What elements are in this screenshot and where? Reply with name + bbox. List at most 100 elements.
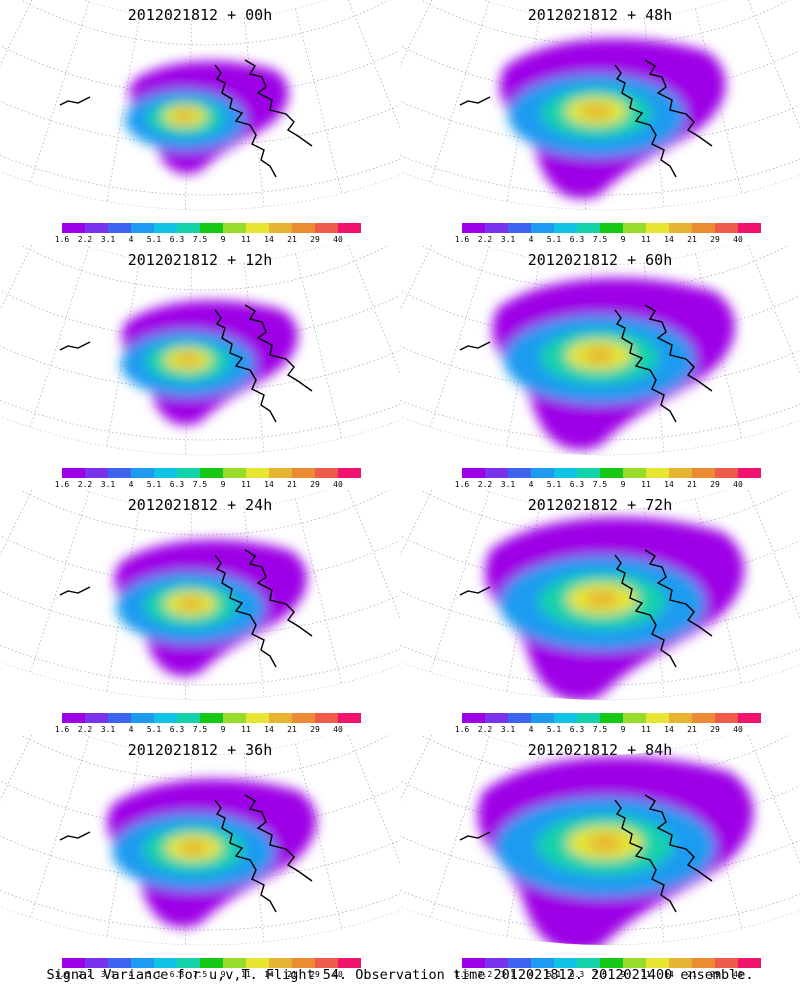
colorbar-swatch [485, 468, 508, 478]
colorbar-label: 2.2 [77, 725, 93, 734]
colorbar-swatch [577, 223, 600, 233]
colorbar-label: 5.1 [146, 235, 162, 244]
colorbar-label: 3.1 [100, 235, 116, 244]
colorbar-label: 9 [620, 235, 626, 244]
colorbar-label: 2.2 [477, 480, 493, 489]
colorbar [62, 223, 361, 233]
colorbar-swatch [200, 223, 223, 233]
colorbar-swatch [600, 223, 623, 233]
colorbar-label: 6.3 [169, 725, 185, 734]
colorbar-label: 40 [333, 725, 343, 734]
colorbar-label: 40 [733, 235, 743, 244]
colorbar-label: 29 [710, 725, 720, 734]
colorbar-label: 9 [620, 480, 626, 489]
forecast-panel: 2012021812 + 24h 1.6 2.2 3.1 4 5.1 6.3 7.5 9 11 14… [0, 490, 400, 735]
colorbar-swatch [315, 713, 338, 723]
colorbar-swatch [600, 468, 623, 478]
colorbar-label: 7.5 [592, 480, 608, 489]
colorbar-label: 5.1 [146, 480, 162, 489]
colorbar-swatch [62, 468, 85, 478]
colorbar-label: 5.1 [546, 235, 562, 244]
colorbar-swatch [85, 713, 108, 723]
forecast-panel: 2012021812 + 60h 1.6 2.2 3.1 4 5.1 6.3 7.5 9 11 14… [400, 245, 800, 490]
variance-field [499, 38, 726, 199]
variance-map [400, 245, 800, 456]
colorbar-swatch [62, 223, 85, 233]
colorbar-label: 11 [241, 970, 251, 979]
colorbar-label: 14 [664, 235, 674, 244]
colorbar-swatch [85, 223, 108, 233]
colorbar-swatch [646, 468, 669, 478]
colorbar-swatch [554, 713, 577, 723]
colorbar-swatch [738, 713, 761, 723]
panel-title: 2012021812 + 24h [127, 496, 273, 514]
variance-field [125, 61, 289, 174]
colorbar-swatch [669, 223, 692, 233]
colorbar-swatch [531, 713, 554, 723]
variance-field [107, 779, 317, 928]
colorbar-label: 6.3 [169, 235, 185, 244]
colorbar-label: 5.1 [546, 970, 562, 979]
colorbar-swatch [508, 223, 531, 233]
variance-map [400, 735, 800, 946]
colorbar-swatch [577, 468, 600, 478]
colorbar-swatch [508, 468, 531, 478]
colorbar-swatch [623, 713, 646, 723]
colorbar-label: 1.6 [54, 235, 70, 244]
colorbar-swatch [177, 713, 200, 723]
colorbar-swatch [62, 958, 85, 968]
variance-field [485, 517, 745, 700]
colorbar-label: 40 [333, 970, 343, 979]
colorbar-swatch [223, 468, 246, 478]
colorbar-swatch [738, 468, 761, 478]
colorbar-label: 2.2 [477, 235, 493, 244]
colorbar-label: 2.2 [477, 970, 493, 979]
colorbar-label: 29 [310, 970, 320, 979]
panel-title: 2012021812 + 84h [527, 741, 673, 759]
colorbar-swatch [269, 958, 292, 968]
colorbar-label: 2.2 [477, 725, 493, 734]
colorbar-label: 11 [241, 235, 251, 244]
colorbar-swatch [715, 468, 738, 478]
variance-map [0, 245, 400, 456]
colorbar-swatch [669, 958, 692, 968]
colorbar-label: 4 [528, 725, 534, 734]
colorbar-swatch [338, 958, 361, 968]
colorbar-swatch [292, 223, 315, 233]
forecast-panel: 2012021812 + 84h 1.6 2.2 3.1 4 5.1 6.3 7.5 9 11 14… [400, 735, 800, 980]
forecast-panel: 2012021812 + 00h 1.6 2.2 3.1 4 5.1 6.3 7.5 9 11 14… [0, 0, 400, 245]
colorbar-label: 5.1 [146, 725, 162, 734]
colorbar-label: 5.1 [546, 725, 562, 734]
colorbar-label: 5.1 [146, 970, 162, 979]
colorbar-swatch [646, 223, 669, 233]
colorbar-swatch [738, 958, 761, 968]
colorbar-label: 3.1 [500, 235, 516, 244]
colorbar-label: 21 [687, 480, 697, 489]
colorbar-swatch [692, 468, 715, 478]
colorbar-swatch [246, 468, 269, 478]
colorbar-swatch [531, 223, 554, 233]
colorbar-swatch [623, 468, 646, 478]
colorbar-label: 29 [310, 480, 320, 489]
colorbar-labels: 1.6 2.2 3.1 4 5.1 6.3 7.5 9 11 14 21 29 40 [55, 480, 361, 490]
colorbar-label: 11 [641, 480, 651, 489]
colorbar [62, 713, 361, 723]
coastline [59, 794, 313, 913]
colorbar-swatch [715, 958, 738, 968]
colorbar-label: 21 [287, 725, 297, 734]
colorbar-label: 21 [287, 480, 297, 489]
colorbar-swatch [177, 468, 200, 478]
colorbar-label: 1.6 [54, 725, 70, 734]
colorbar-label: 40 [733, 725, 743, 734]
colorbar-label: 1.6 [454, 235, 470, 244]
colorbar-label: 1.6 [454, 725, 470, 734]
colorbar-swatch [85, 468, 108, 478]
colorbar-label: 9 [220, 235, 226, 244]
forecast-panel: 2012021812 + 36h 1.6 2.2 3.1 4 5.1 6.3 7.5 9 11 14… [0, 735, 400, 980]
colorbar-swatch [131, 958, 154, 968]
variance-field [120, 300, 298, 426]
forecast-panel: 2012021812 + 48h 1.6 2.2 3.1 4 5.1 6.3 7.5 9 11 14… [400, 0, 800, 245]
variance-map [400, 490, 800, 701]
colorbar-swatch [223, 713, 246, 723]
colorbar-swatch [292, 958, 315, 968]
